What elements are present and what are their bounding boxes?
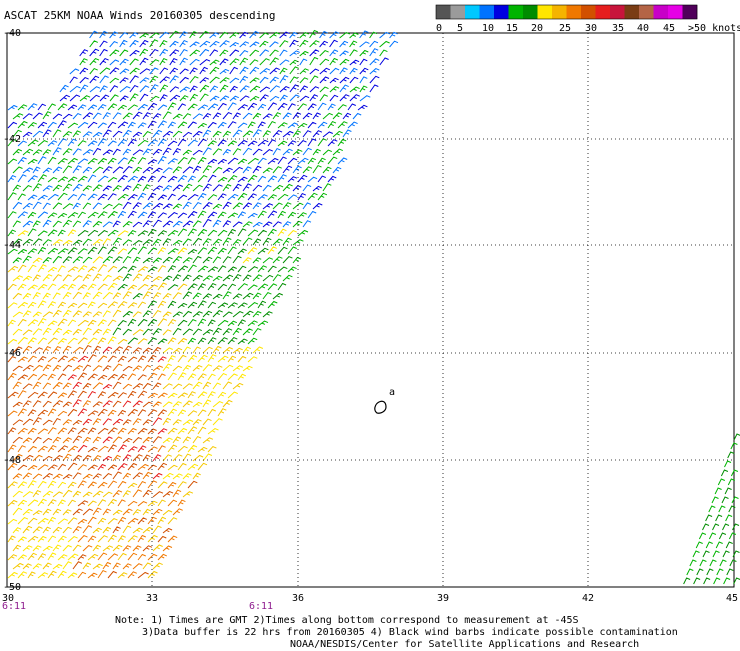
- barb-group: [12, 228, 740, 585]
- legend-swatch: [450, 5, 466, 19]
- legend-label: 25: [559, 23, 571, 34]
- legend-swatch: [537, 5, 553, 19]
- lon-label: 36: [292, 593, 304, 604]
- legend-swatch: [465, 5, 480, 19]
- barb-group: [7, 30, 399, 228]
- note-line-2: 3)Data buffer is 22 hrs from 20160305 4)…: [142, 627, 678, 638]
- legend-label: 5: [457, 23, 463, 34]
- legend-swatch: [479, 5, 495, 19]
- lon-label: 39: [437, 593, 449, 604]
- note-line-1: Note: 1) Times are GMT 2)Times along bot…: [115, 615, 579, 626]
- legend-swatch: [595, 5, 611, 19]
- legend-swatch: [653, 5, 669, 19]
- legend-swatch: [610, 5, 625, 19]
- legend-label: 40: [637, 23, 649, 34]
- lat-label: -44: [3, 240, 21, 251]
- time-marker-left: 6:11: [2, 601, 26, 612]
- barb-group: [7, 228, 297, 579]
- legend-swatch: [581, 5, 596, 19]
- island-label: a: [389, 387, 395, 398]
- lat-label: -50: [3, 582, 21, 593]
- legend-label: 15: [506, 23, 518, 34]
- legend-swatch: [552, 5, 567, 19]
- legend-label: 10: [482, 23, 494, 34]
- legend-swatch: [436, 5, 451, 19]
- speed-legend: 0 5 10 15 20 25 30 35 40 45 >50 knots: [435, 4, 740, 34]
- lon-label: 33: [146, 593, 158, 604]
- map-title: ASCAT 25KM NOAA Winds 20160305 descendin…: [4, 9, 276, 22]
- legend-swatch: [523, 5, 538, 19]
- barb-group: [67, 346, 168, 480]
- barb-group: [7, 29, 739, 585]
- legend-swatch: [668, 5, 683, 19]
- legend-swatch: [639, 5, 654, 19]
- plot-area: a: [6, 29, 740, 588]
- wind-barbs: [7, 29, 740, 585]
- lon-label: 30: [2, 593, 14, 604]
- longitude-labels: 30 33 36 39 42 45: [2, 593, 738, 604]
- note-line-3: NOAA/NESDIS/Center for Satellite Applica…: [290, 639, 640, 650]
- legend-label: 20: [531, 23, 543, 34]
- lat-label: -46: [3, 348, 21, 359]
- barb-group: [7, 264, 247, 579]
- time-marker-center: 6:11: [249, 601, 273, 612]
- latitude-labels: -40 -42 -44 -46 -48 -50: [3, 28, 21, 593]
- legend-swatch: [624, 5, 640, 19]
- lon-label: 42: [582, 593, 594, 604]
- barb-group: [7, 344, 198, 579]
- legend-label: >50 knots: [688, 23, 740, 34]
- legend-label: 0: [436, 23, 442, 34]
- legend-label: 35: [612, 23, 624, 34]
- lat-label: -40: [3, 28, 21, 39]
- lat-label: -48: [3, 455, 21, 466]
- lat-label: -42: [3, 134, 21, 145]
- plot-frame: [6, 32, 735, 588]
- lon-label: 45: [726, 593, 738, 604]
- legend-swatch: [682, 5, 698, 19]
- legend-frame: [435, 4, 698, 20]
- legend-label: 45: [663, 23, 675, 34]
- island-outline: [374, 400, 387, 414]
- legend-label: 30: [585, 23, 597, 34]
- legend-swatch: [508, 5, 524, 19]
- barb-group: [7, 31, 389, 228]
- grid-lines: [7, 33, 734, 587]
- legend-swatch: [494, 5, 509, 19]
- barb-group: [7, 345, 186, 579]
- legend-swatch: [566, 5, 582, 19]
